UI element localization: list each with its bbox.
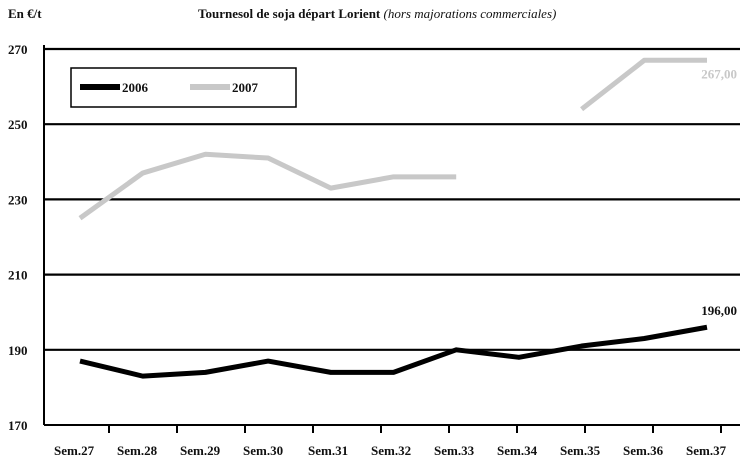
legend-label-2007: 2007 (232, 80, 259, 95)
y-tick-label-250: 250 (8, 117, 28, 132)
x-tick-label-Sem-27: Sem.27 (54, 443, 95, 458)
y-tick-label-190: 190 (8, 343, 28, 358)
series-2007-line-0 (78, 151, 457, 221)
x-tick-label-Sem-28: Sem.28 (117, 443, 158, 458)
x-tick-label-Sem-35: Sem.35 (560, 443, 601, 458)
x-tick-label-Sem-32: Sem.32 (371, 443, 411, 458)
y-tick-label-210: 210 (8, 268, 28, 283)
y-tick-label-230: 230 (8, 192, 28, 207)
x-tick-label-Sem-36: Sem.36 (623, 443, 664, 458)
legend-label-2006: 2006 (122, 80, 149, 95)
chart-title-note: (hors majorations commerciales) (383, 6, 557, 21)
x-tick-label-Sem-30: Sem.30 (243, 443, 283, 458)
x-tick-label-Sem-34: Sem.34 (497, 443, 538, 458)
chart-title: Tournesol de soja départ Lorient (hors m… (198, 6, 556, 22)
x-tick-label-Sem-29: Sem.29 (180, 443, 221, 458)
x-tick-label-Sem-37: Sem.37 (686, 443, 727, 458)
series-2007-line-1 (580, 57, 707, 112)
data-label-2006: 196,00 (701, 303, 737, 318)
y-tick-label-170: 170 (8, 418, 28, 433)
x-tick-label-Sem-31: Sem.31 (308, 443, 348, 458)
chart-title-main: Tournesol de soja départ Lorient (198, 6, 381, 21)
series-2006-line-0 (79, 324, 708, 379)
data-label-2007: 267,00 (701, 66, 737, 81)
y-axis-label: En €/t (8, 6, 42, 21)
y-tick-label-270: 270 (8, 42, 28, 57)
x-tick-label-Sem-33: Sem.33 (434, 443, 475, 458)
